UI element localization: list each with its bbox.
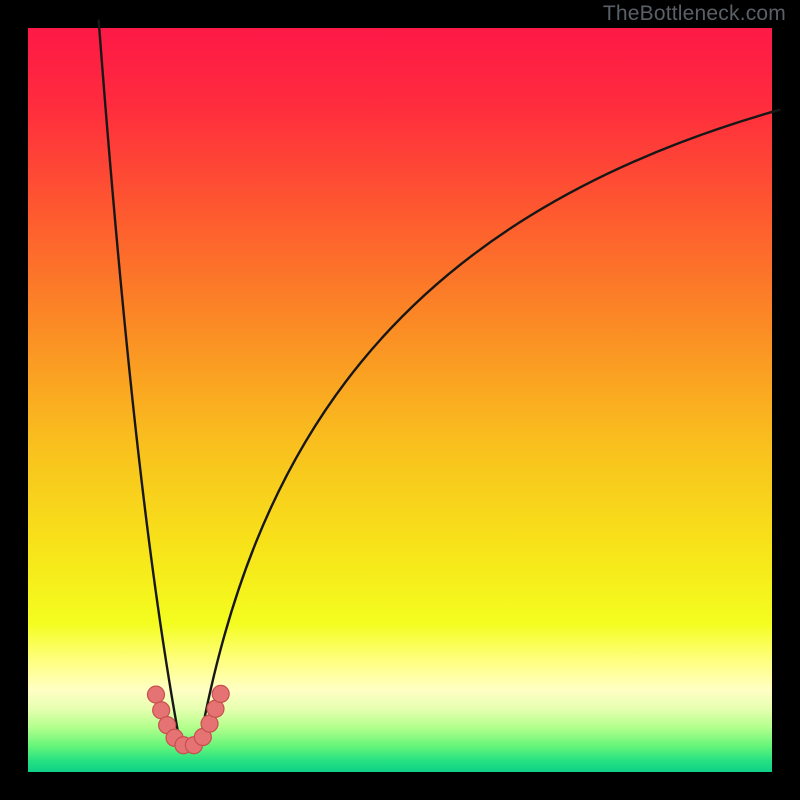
valley-marker <box>147 686 164 703</box>
chart-frame: TheBottleneck.com <box>0 0 800 800</box>
bottleneck-chart <box>0 0 800 800</box>
watermark-text: TheBottleneck.com <box>603 2 786 26</box>
valley-marker <box>212 685 229 702</box>
plot-background <box>28 28 772 772</box>
